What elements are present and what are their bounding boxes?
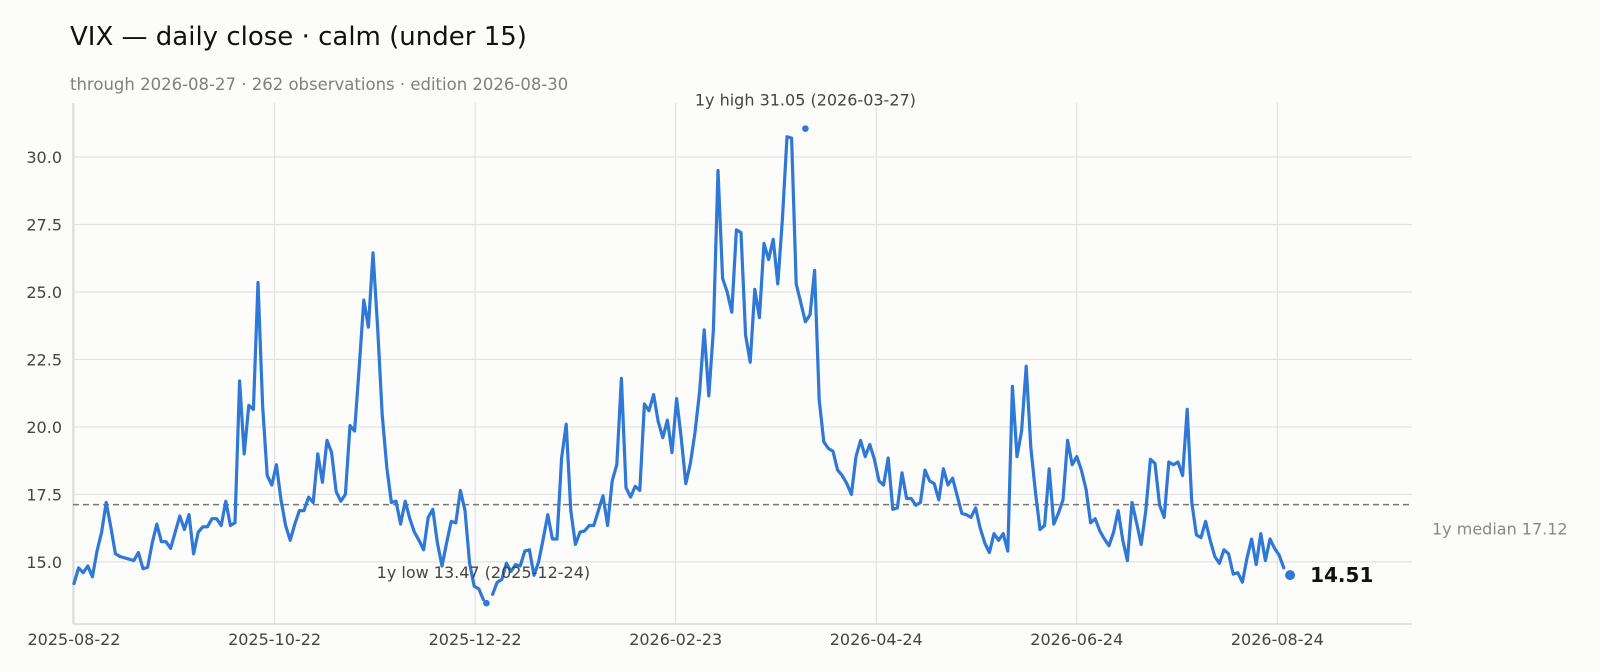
x-tick-label: 2025-10-22 (228, 630, 321, 649)
x-tick-label: 2025-08-22 (28, 630, 121, 649)
x-tick-label: 2025-12-22 (429, 630, 522, 649)
median-label: 1y median 17.12 (1432, 520, 1568, 539)
y-tick-label: 17.5 (26, 485, 62, 504)
y-tick-label: 30.0 (26, 148, 62, 167)
x-tick-label: 2026-06-24 (1030, 630, 1123, 649)
chart-subtitle: through 2026-08-27 · 262 observations · … (70, 75, 568, 94)
low-point (483, 599, 490, 607)
last-value-point (1285, 570, 1296, 581)
y-tick-label: 20.0 (26, 418, 62, 437)
series-line (491, 135, 1286, 596)
high-annotation: 1y high 31.05 (2026-03-27) (695, 91, 916, 110)
low-annotation: 1y low 13.47 (2025-12-24) (377, 563, 591, 582)
x-tick-label: 2026-02-23 (629, 630, 722, 649)
y-tick-label: 22.5 (26, 350, 62, 369)
high-point (802, 125, 809, 132)
last-value-label: 14.51 (1310, 563, 1373, 587)
x-tick-label: 2026-08-24 (1231, 630, 1324, 649)
y-tick-label: 15.0 (26, 553, 62, 572)
y-axis-ticks: 15.0 17.5 20.0 22.5 25.0 27.5 30.0 (26, 148, 62, 572)
x-axis-ticks: 2025-08-22 2025-10-22 2025-12-22 2026-02-23… (28, 630, 1324, 649)
y-tick-label: 27.5 (26, 215, 62, 234)
y-tick-label: 25.0 (26, 283, 62, 302)
series-line (72, 251, 485, 602)
axes (72, 103, 1412, 625)
series (72, 135, 1286, 602)
x-tick-label: 2026-04-24 (830, 630, 923, 649)
chart-title: VIX — daily close · calm (under 15) (70, 22, 527, 52)
